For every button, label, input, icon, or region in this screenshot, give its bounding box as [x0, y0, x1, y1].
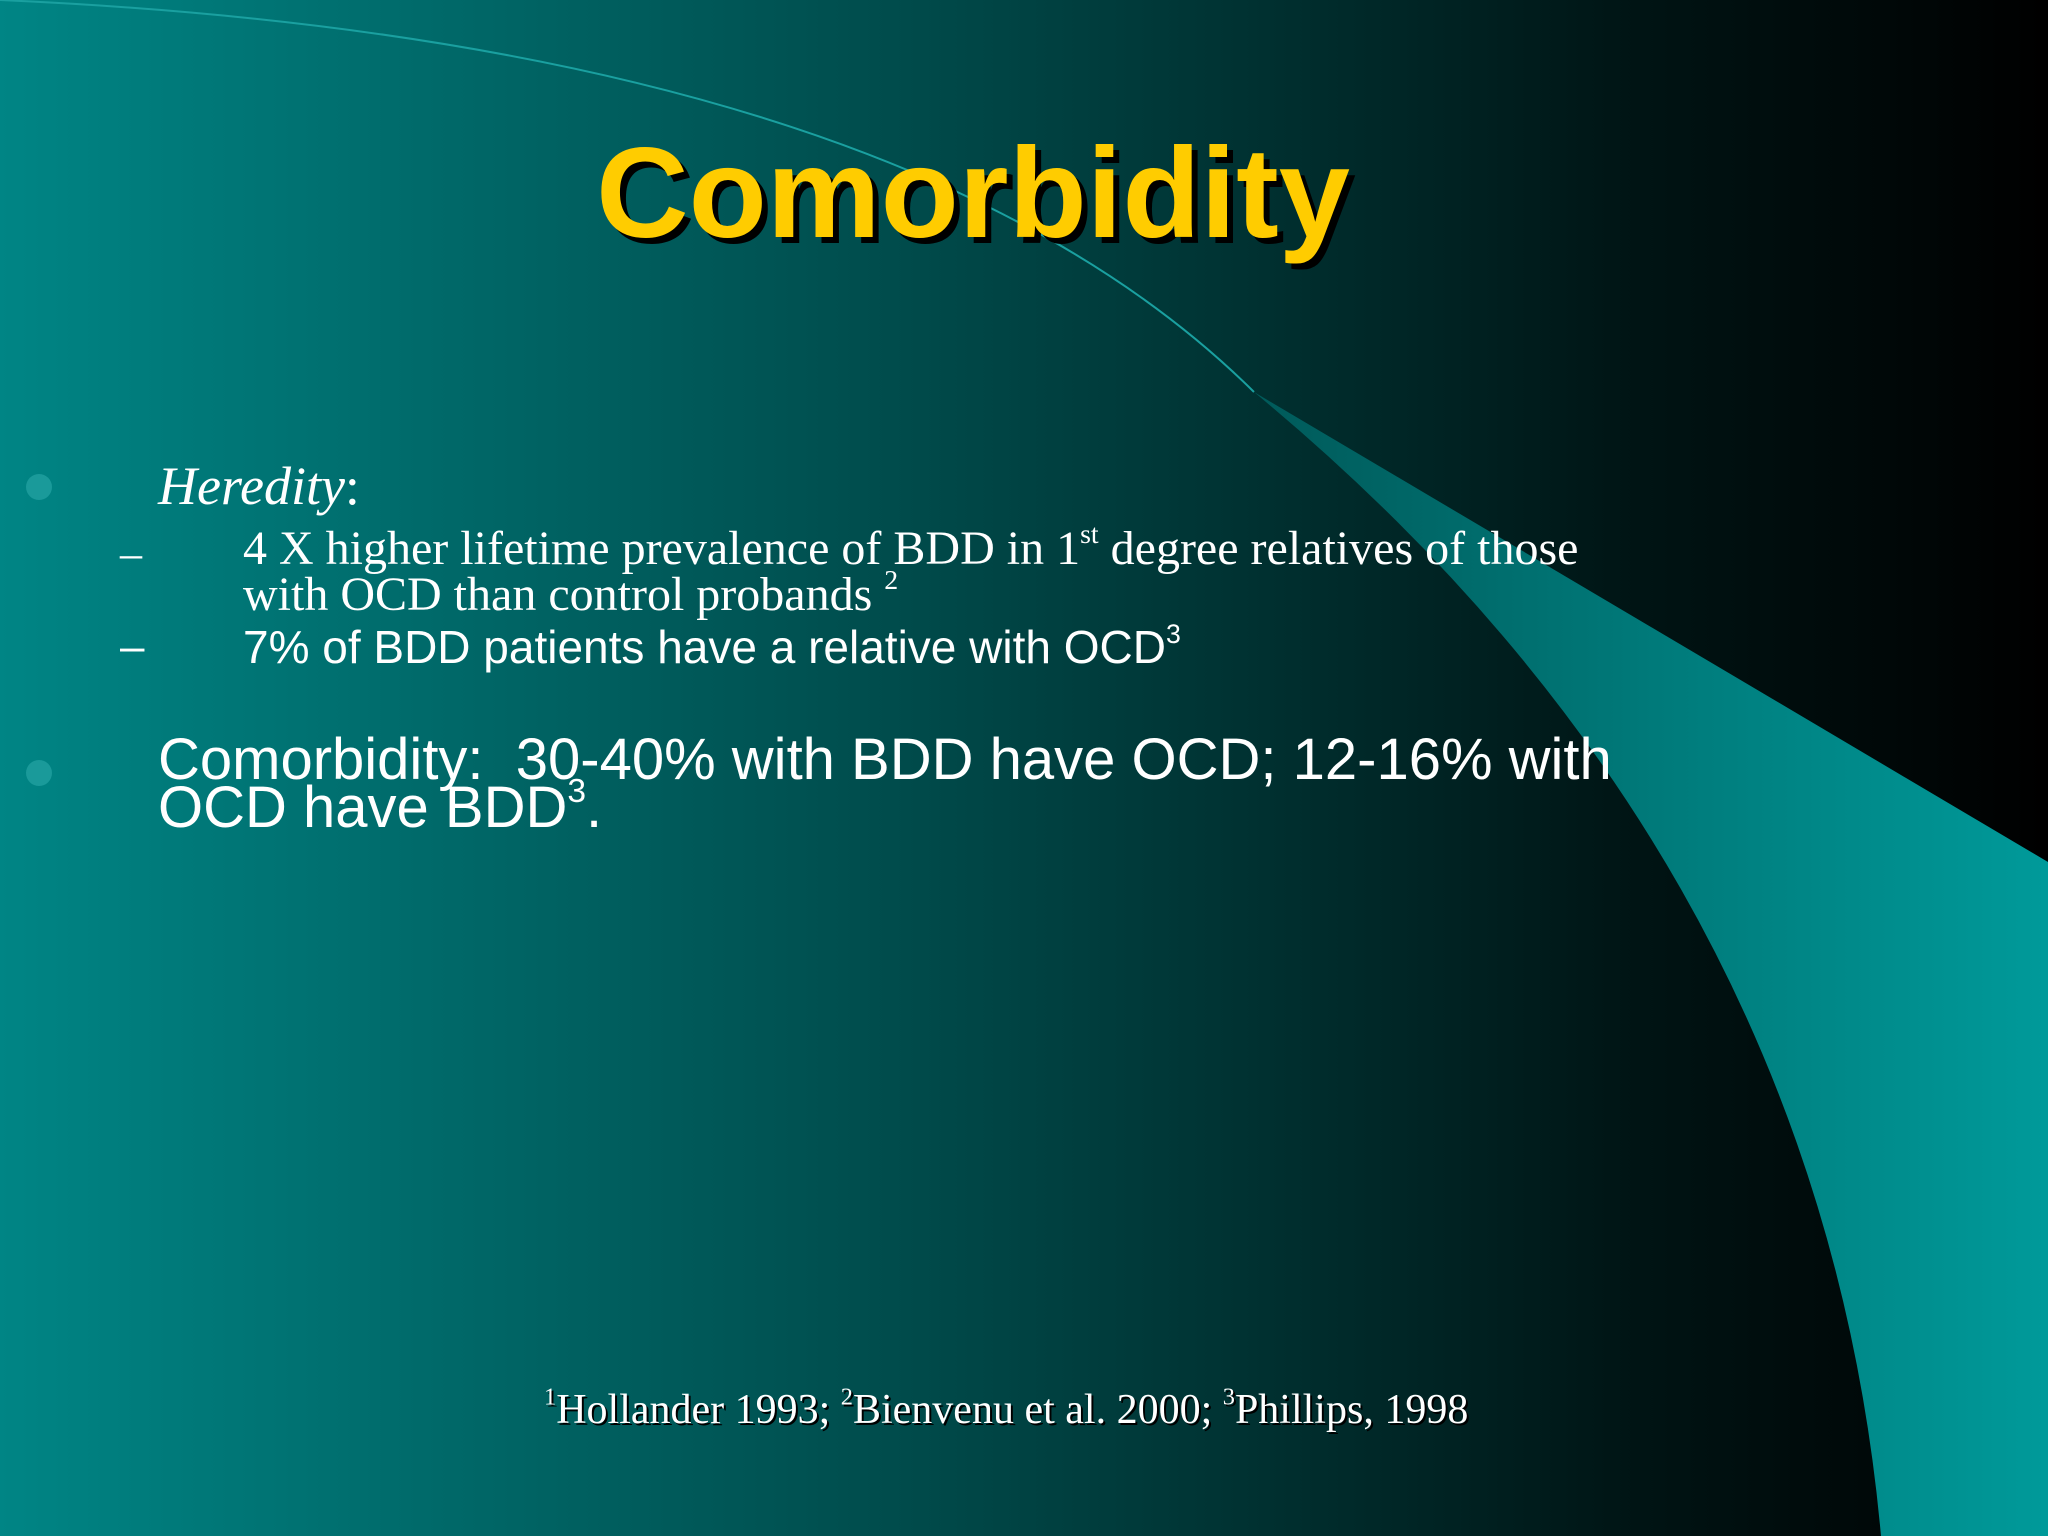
text: .: [586, 775, 603, 840]
title: Comorbidity: [596, 122, 1350, 265]
text: 7% of BDD patients have a relative with …: [243, 621, 1166, 673]
dash: –: [120, 622, 145, 671]
text: Hollander 1993;: [556, 1387, 841, 1433]
bullet: [26, 760, 52, 786]
superscript: 2: [884, 565, 899, 597]
superscript: 3: [1165, 619, 1181, 649]
text: OCD have BDD: [158, 775, 568, 840]
heading: Heredity: [158, 456, 345, 516]
superscript: st: [1080, 519, 1099, 551]
superscript: 3: [567, 772, 587, 810]
bullet: [26, 474, 52, 500]
text: 4 X higher lifetime prevalence of BDD in…: [243, 522, 1081, 575]
dash: –: [120, 529, 142, 578]
bullet-text: Comorbidity: 30-40% with BDD have OCD; 1…: [158, 731, 1612, 837]
bullet-text: Heredity:: [158, 455, 360, 517]
superscript: 1: [544, 1383, 557, 1411]
text: Comorbidity: 30-40% with BDD have OCD; 1…: [158, 727, 1612, 792]
text: Bienvenu et al. 2000;: [852, 1387, 1223, 1433]
sub-item: 7% of BDD patients have a relative with …: [243, 620, 1181, 674]
text: with OCD than control probands: [243, 568, 885, 621]
superscript: 3: [1222, 1383, 1235, 1411]
sub-item: 4 X higher lifetime prevalence of BDD in…: [243, 521, 1578, 621]
superscript: 2: [840, 1383, 853, 1411]
text: :: [344, 456, 360, 516]
text: Phillips, 1998: [1234, 1387, 1469, 1433]
text: degree relatives of those: [1098, 522, 1579, 575]
footnote: 1Hollander 1993; 2Bienvenu et al. 2000; …: [544, 1383, 1469, 1434]
